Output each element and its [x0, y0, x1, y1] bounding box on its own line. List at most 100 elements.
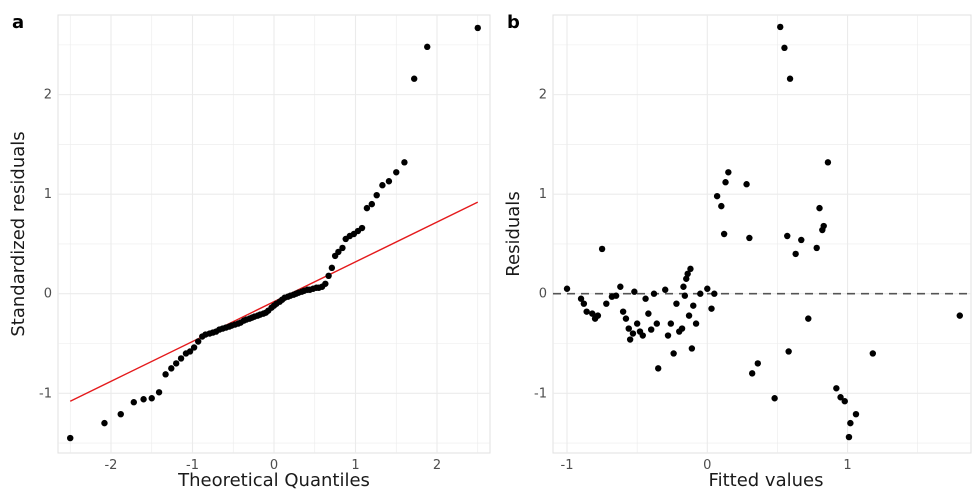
data-point: [692, 320, 700, 327]
panel-a-points: [67, 24, 481, 442]
data-point: [673, 300, 680, 307]
data-point: [711, 290, 718, 297]
data-point: [631, 288, 638, 295]
data-point: [322, 280, 329, 287]
data-point: [594, 312, 602, 319]
data-point: [580, 300, 588, 307]
data-point: [720, 230, 728, 238]
data-point: [619, 308, 627, 315]
data-point: [67, 434, 74, 442]
data-point: [155, 389, 163, 396]
data-point: [368, 200, 376, 208]
data-point: [642, 295, 649, 302]
y-tick-label: 2: [539, 88, 547, 103]
data-point: [625, 325, 632, 332]
panel-b-x-tick-labels: -1 0 1: [561, 458, 852, 473]
data-point: [678, 325, 686, 332]
data-point: [190, 344, 198, 351]
data-point: [690, 302, 697, 309]
data-point: [589, 310, 596, 317]
data-point: [177, 355, 185, 362]
data-point: [162, 371, 169, 378]
data-point: [680, 283, 687, 290]
x-tick-label: 1: [351, 458, 359, 473]
data-point: [771, 395, 778, 402]
data-point: [168, 365, 175, 372]
panel-a-y-tick-labels: -1 0 1 2: [39, 88, 52, 402]
data-point: [681, 292, 689, 299]
data-point: [805, 315, 812, 322]
data-point: [650, 290, 658, 297]
data-point: [792, 250, 799, 258]
data-point: [629, 330, 637, 337]
panel-b-points: [563, 23, 963, 441]
x-tick-label: -2: [104, 458, 117, 473]
data-point: [373, 191, 380, 199]
data-point: [956, 312, 963, 319]
y-tick-label: 0: [539, 287, 547, 302]
data-point: [845, 433, 853, 441]
data-point: [379, 182, 386, 189]
data-point: [725, 169, 732, 176]
data-point: [474, 24, 481, 32]
data-point: [833, 385, 840, 392]
data-point: [385, 178, 393, 185]
data-point: [685, 312, 693, 319]
data-point: [401, 159, 408, 166]
data-point: [852, 410, 860, 418]
x-tick-label: 2: [433, 458, 441, 473]
data-point: [639, 332, 646, 339]
data-point: [743, 181, 750, 188]
data-point: [647, 326, 655, 333]
data-point: [655, 365, 662, 372]
data-point: [653, 320, 660, 327]
x-tick-label: -1: [186, 458, 199, 473]
data-point: [786, 75, 794, 82]
data-point: [598, 245, 606, 253]
panel-a-x-tick-labels: -2 -1 0 1 2: [104, 458, 441, 473]
data-point: [746, 234, 753, 242]
data-point: [645, 310, 652, 317]
panel-a-tag: a: [12, 12, 24, 33]
panel-a-gridlines: [58, 15, 490, 453]
data-point: [563, 285, 571, 292]
data-point: [101, 419, 108, 427]
data-point: [704, 285, 711, 292]
data-point: [140, 396, 147, 403]
data-point: [583, 308, 590, 315]
data-point: [148, 395, 155, 402]
data-point: [785, 348, 792, 355]
data-point: [424, 43, 431, 51]
panel-b-y-tick-labels: -1 0 1 2: [534, 88, 547, 402]
data-point: [683, 275, 690, 282]
data-point: [603, 300, 610, 307]
data-point: [172, 360, 180, 367]
data-point: [617, 283, 624, 290]
data-point: [784, 232, 791, 240]
data-point: [393, 169, 400, 176]
y-tick-label: 1: [44, 187, 52, 202]
data-point: [664, 332, 672, 339]
data-point: [339, 244, 346, 252]
data-point: [722, 179, 729, 186]
y-tick-label: 1: [539, 187, 547, 202]
x-tick-label: 0: [270, 458, 278, 473]
panel-b-gridlines: [553, 15, 971, 453]
y-tick-label: 2: [44, 88, 52, 103]
data-point: [781, 44, 788, 52]
data-point: [869, 350, 877, 357]
data-point: [626, 336, 634, 343]
data-point: [813, 244, 820, 252]
data-point: [688, 345, 696, 352]
data-point: [633, 320, 641, 327]
panel-b-residual-plot: -1 0 1 -1 0 1 2 b Fitted values Residuals: [503, 12, 972, 491]
data-point: [798, 236, 805, 244]
data-point: [358, 224, 366, 232]
data-point: [667, 320, 675, 327]
x-tick-label: 1: [843, 458, 851, 473]
data-point: [713, 192, 721, 200]
x-tick-label: 0: [703, 458, 711, 473]
panel-b-x-axis-title: Fitted values: [709, 470, 824, 491]
data-point: [841, 398, 848, 405]
